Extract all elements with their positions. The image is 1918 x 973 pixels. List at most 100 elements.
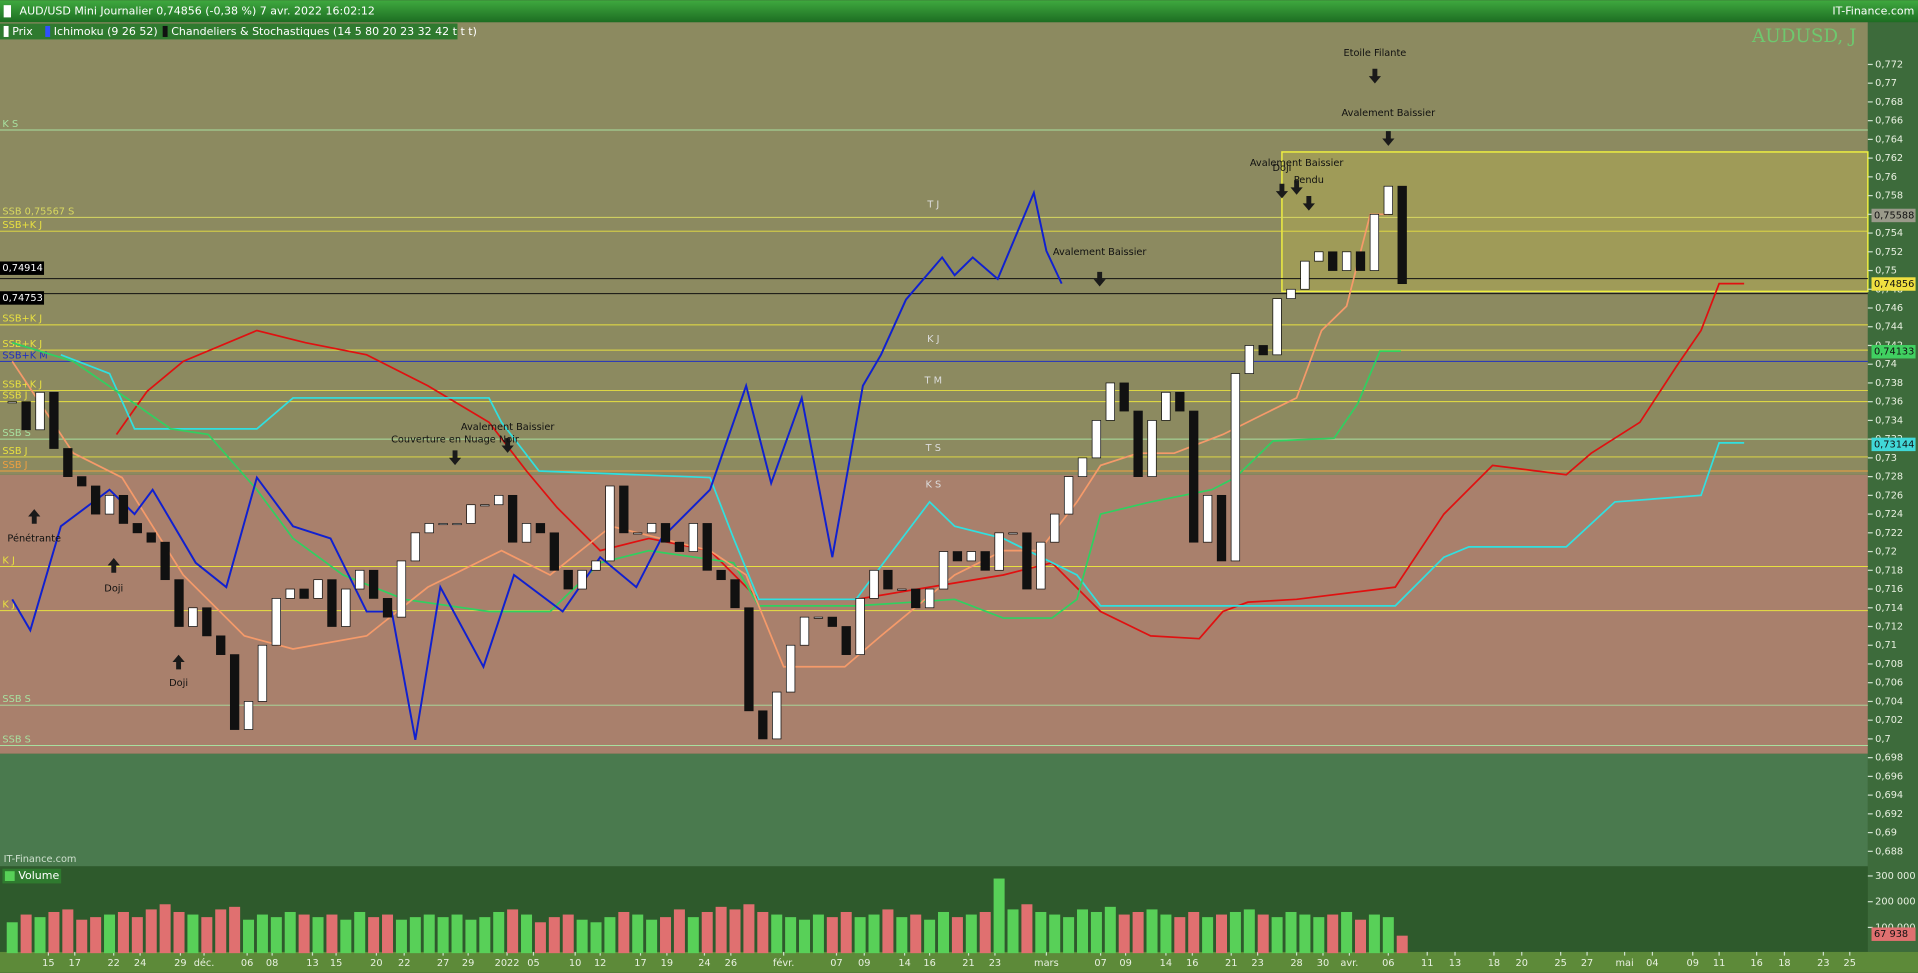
volume-bar bbox=[90, 917, 102, 954]
x-tick-label: 23 bbox=[989, 958, 1001, 969]
x-tick-label: 11 bbox=[1421, 958, 1433, 969]
title-bar bbox=[0, 0, 1918, 23]
zone-middle bbox=[0, 474, 1868, 754]
candle-body bbox=[646, 523, 657, 534]
volume-bar bbox=[1243, 909, 1255, 954]
volume-bar bbox=[1382, 917, 1394, 954]
volume-bar bbox=[896, 917, 908, 954]
candle-body bbox=[480, 504, 490, 507]
arrow bbox=[107, 558, 120, 573]
candle-body bbox=[674, 541, 685, 552]
level-label: SSB S bbox=[2, 694, 30, 705]
volume-bar bbox=[812, 914, 824, 954]
candle-body bbox=[980, 551, 990, 571]
volume-bar bbox=[1327, 914, 1339, 954]
candle-body bbox=[243, 701, 254, 730]
volume-bar bbox=[173, 911, 185, 954]
legend-swatch bbox=[162, 25, 168, 37]
candle-body bbox=[1105, 382, 1115, 421]
volume-bar bbox=[687, 917, 699, 954]
volume-bar bbox=[1146, 909, 1158, 954]
legend-swatch bbox=[45, 25, 51, 37]
candle-body bbox=[438, 523, 448, 526]
price-axis bbox=[1867, 22, 1918, 952]
level-label: K J bbox=[2, 555, 14, 566]
x-tick-label: 21 bbox=[962, 958, 974, 969]
volume-bar bbox=[340, 919, 352, 954]
volume-bar bbox=[1299, 914, 1311, 954]
y-tick-label: 0,738 bbox=[1875, 378, 1903, 389]
arrow bbox=[1382, 131, 1395, 146]
candle-body bbox=[7, 401, 17, 404]
volume-bar bbox=[729, 909, 741, 954]
level-label: SSB J bbox=[2, 460, 27, 471]
candle-body bbox=[716, 569, 726, 581]
volume-bar bbox=[548, 917, 560, 954]
x-tick-label: 09 bbox=[1119, 958, 1131, 969]
volume-bar bbox=[1090, 911, 1102, 954]
x-tick-label: 06 bbox=[1382, 958, 1394, 969]
volume-bar bbox=[229, 906, 241, 954]
candle-body bbox=[1355, 251, 1366, 271]
price-box bbox=[1871, 345, 1916, 359]
annotation: Couverture en Nuage Noir bbox=[391, 434, 520, 445]
arrow bbox=[448, 450, 462, 466]
candle-body bbox=[507, 494, 518, 543]
volume-bar bbox=[326, 914, 338, 954]
zone-label: K J bbox=[927, 334, 939, 345]
level-label: 0,74914 bbox=[2, 263, 42, 274]
x-tick-label: 11 bbox=[1713, 958, 1725, 969]
volume-bar bbox=[6, 922, 18, 954]
candle-body bbox=[1314, 251, 1324, 262]
volume-bar bbox=[590, 922, 602, 954]
y-tick-label: 0,692 bbox=[1875, 809, 1903, 820]
y-tick-label: 0,694 bbox=[1875, 790, 1903, 801]
candle-body bbox=[368, 569, 379, 599]
candle-body bbox=[577, 569, 587, 590]
volume-bar bbox=[354, 911, 366, 954]
y-tick-label: 0,766 bbox=[1875, 116, 1903, 127]
x-tick-label: 18 bbox=[1778, 958, 1790, 969]
x-tick-label: 2022 bbox=[495, 958, 520, 969]
volume-tick-label: 300 000 bbox=[1875, 871, 1915, 882]
candle-body bbox=[160, 541, 170, 581]
volume-bar bbox=[423, 914, 435, 954]
volume-bar bbox=[562, 914, 574, 954]
legend-entry: Ichimoku (9 26 52) bbox=[54, 25, 158, 38]
volume-bar bbox=[840, 911, 852, 954]
candle-body bbox=[271, 598, 281, 646]
candle-body bbox=[396, 560, 407, 618]
price-box bbox=[1871, 208, 1916, 223]
x-tick-label: 05 bbox=[527, 958, 539, 969]
level-label: SSB 0,75567 S bbox=[2, 206, 74, 217]
candle-body bbox=[104, 494, 115, 515]
volume-bar bbox=[965, 914, 977, 954]
volume-bar bbox=[785, 917, 797, 954]
candle-body bbox=[799, 616, 810, 646]
volume-bar bbox=[270, 917, 282, 954]
x-tick-label: 22 bbox=[107, 958, 119, 969]
y-tick-label: 0,702 bbox=[1875, 715, 1903, 726]
volume-last-box bbox=[1871, 927, 1916, 941]
y-tick-label: 0,73 bbox=[1875, 453, 1897, 464]
y-tick-label: 0,752 bbox=[1875, 247, 1903, 258]
candle-body bbox=[1300, 260, 1310, 290]
candle-body bbox=[758, 710, 768, 740]
x-tick-label: 22 bbox=[398, 958, 410, 969]
candle-body bbox=[90, 485, 101, 515]
volume-tick-label: 200 000 bbox=[1875, 897, 1915, 908]
candle-body bbox=[35, 391, 45, 431]
volume-bar bbox=[1077, 909, 1089, 954]
x-tick-label: 07 bbox=[1094, 958, 1106, 969]
candle-body bbox=[1258, 345, 1268, 356]
volume-bar bbox=[284, 911, 296, 954]
candle-body bbox=[21, 401, 31, 431]
volume-bar bbox=[48, 911, 60, 954]
arrow bbox=[1302, 195, 1315, 211]
candle-body bbox=[1175, 391, 1185, 412]
candle-body bbox=[1397, 185, 1407, 285]
volume-bar bbox=[701, 911, 713, 954]
volume-bar bbox=[882, 909, 894, 954]
volume-bar bbox=[62, 909, 74, 954]
y-tick-label: 0,714 bbox=[1875, 603, 1903, 614]
